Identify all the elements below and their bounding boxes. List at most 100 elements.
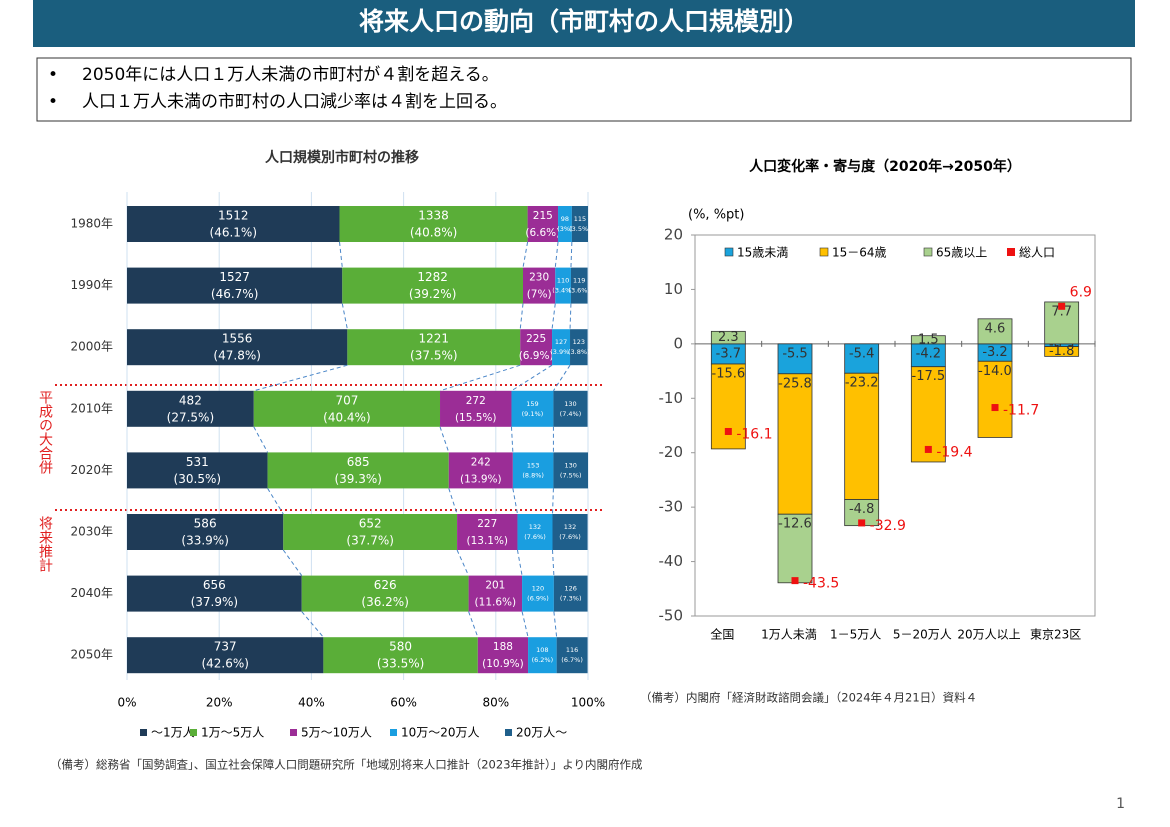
count-label: 159: [526, 400, 538, 408]
y-tick-label: 0: [673, 334, 683, 352]
count-label: 737: [214, 640, 237, 654]
connector: [553, 611, 558, 638]
data-label: (3.5%): [569, 225, 591, 233]
total-label: -11.7: [1003, 403, 1039, 419]
bar-segment: [512, 452, 554, 489]
bar-segment: [448, 452, 513, 489]
connector: [552, 549, 555, 576]
bar-segment: [528, 637, 557, 674]
legend-swatch: [923, 247, 933, 257]
data-label: (6.6%): [525, 227, 560, 239]
bar-segment: [570, 329, 588, 366]
count-label: 227: [477, 518, 497, 530]
count-label: 188: [493, 641, 513, 653]
data-label: (15.5%): [455, 412, 497, 424]
bar-segment: [710, 330, 746, 345]
chart-title: 人口規模別市町村の推移: [265, 149, 419, 166]
y-tick-label: 2020年: [70, 463, 113, 477]
total-label: -32.9: [870, 518, 906, 534]
data-label: (13.1%): [466, 535, 508, 547]
legend-swatch: [140, 729, 147, 736]
count-label: 110: [557, 277, 569, 285]
total-label: -43.5: [803, 576, 839, 592]
data-label: -4.8: [849, 502, 874, 517]
x-tick-label: 5－20万人: [893, 628, 952, 642]
plot-frame: [694, 234, 1096, 617]
count-label: 652: [359, 517, 382, 531]
data-label: (36.2%): [361, 595, 408, 609]
connector: [282, 549, 303, 576]
legend-swatch: [190, 729, 197, 736]
data-label: (42.6%): [201, 657, 248, 671]
data-label: (7.3%): [560, 595, 582, 603]
bar-segment: [558, 206, 572, 242]
count-label: 1221: [419, 332, 450, 346]
count-label: 132: [529, 523, 541, 531]
bar-segment: [347, 329, 521, 366]
connector: [468, 611, 479, 638]
connector: [511, 364, 553, 392]
data-label: (9.1%): [522, 410, 544, 418]
data-label: -15.6: [712, 366, 746, 381]
count-label: 626: [374, 578, 397, 592]
total-label: 6.9: [1070, 284, 1092, 300]
count-label: 126: [565, 585, 577, 593]
data-label: (6.9%): [519, 350, 554, 362]
count-label: 120: [532, 585, 544, 593]
bar-segment: [552, 514, 588, 550]
data-label: (3.6%): [568, 287, 590, 295]
annotation: 将来推計: [37, 516, 53, 572]
y-tick-label: -10: [659, 389, 684, 407]
x-tick-label: 0%: [117, 696, 136, 710]
x-tick-label: 20%: [206, 696, 233, 710]
bar-segment: [127, 329, 348, 366]
bar-segment: [777, 513, 813, 584]
bar-segment: [570, 267, 588, 304]
legend-label: 65歳以上: [936, 246, 987, 260]
connector: [516, 549, 523, 576]
legend-label: 1万～5万人: [201, 726, 264, 740]
count-label: 127: [555, 338, 567, 346]
x-tick-label: 東京23区: [1030, 628, 1081, 642]
bar-segment: [520, 329, 553, 366]
bar-segment: [555, 267, 571, 304]
data-label: -17.5: [912, 369, 946, 384]
count-label: 119: [573, 277, 585, 285]
count-label: 130: [565, 461, 577, 469]
bar-segment: [556, 637, 588, 674]
data-label: (46.7%): [211, 287, 258, 301]
bar-segment: [571, 206, 588, 242]
bar-segment: [457, 514, 518, 550]
note: （備考）内閣府「経済財政諮問会議」（2024年４月21日）資料４: [640, 691, 977, 705]
data-label: (7.6%): [524, 533, 546, 541]
count-label: 132: [564, 523, 576, 531]
data-label: -5.4: [849, 346, 874, 361]
bar-segment: [522, 267, 556, 304]
bullet: 人口１万人未満の市町村の人口減少率は４割を上回る。: [82, 92, 507, 112]
page-number: 1: [1116, 796, 1125, 812]
data-label: (27.5%): [167, 410, 214, 424]
y-tick-label: -20: [659, 443, 684, 461]
bar-segment: [283, 514, 458, 550]
count-label: 1527: [219, 270, 250, 284]
data-label: (40.4%): [323, 410, 370, 424]
bar-segment: [301, 575, 469, 612]
bar-segment: [267, 452, 449, 489]
total-label: -16.1: [736, 426, 772, 442]
count-label: 707: [335, 393, 358, 407]
connector: [570, 241, 573, 268]
bar-segment: [477, 637, 529, 674]
connector: [439, 364, 521, 392]
bar-segment: [777, 373, 813, 515]
count-label: 531: [186, 455, 209, 469]
legend-label: 20万人～: [516, 726, 567, 740]
legend-label: 10万～20万人: [401, 726, 480, 740]
bar-segment: [339, 206, 528, 242]
count-label: 1512: [218, 209, 249, 223]
connector: [522, 241, 529, 268]
bar-segment: [977, 360, 1013, 438]
chart-title: 人口変化率・寄与度（2020年→2050年）: [749, 158, 1021, 175]
count-label: 153: [527, 461, 539, 469]
connector: [253, 364, 348, 392]
legend-swatch: [390, 729, 397, 736]
